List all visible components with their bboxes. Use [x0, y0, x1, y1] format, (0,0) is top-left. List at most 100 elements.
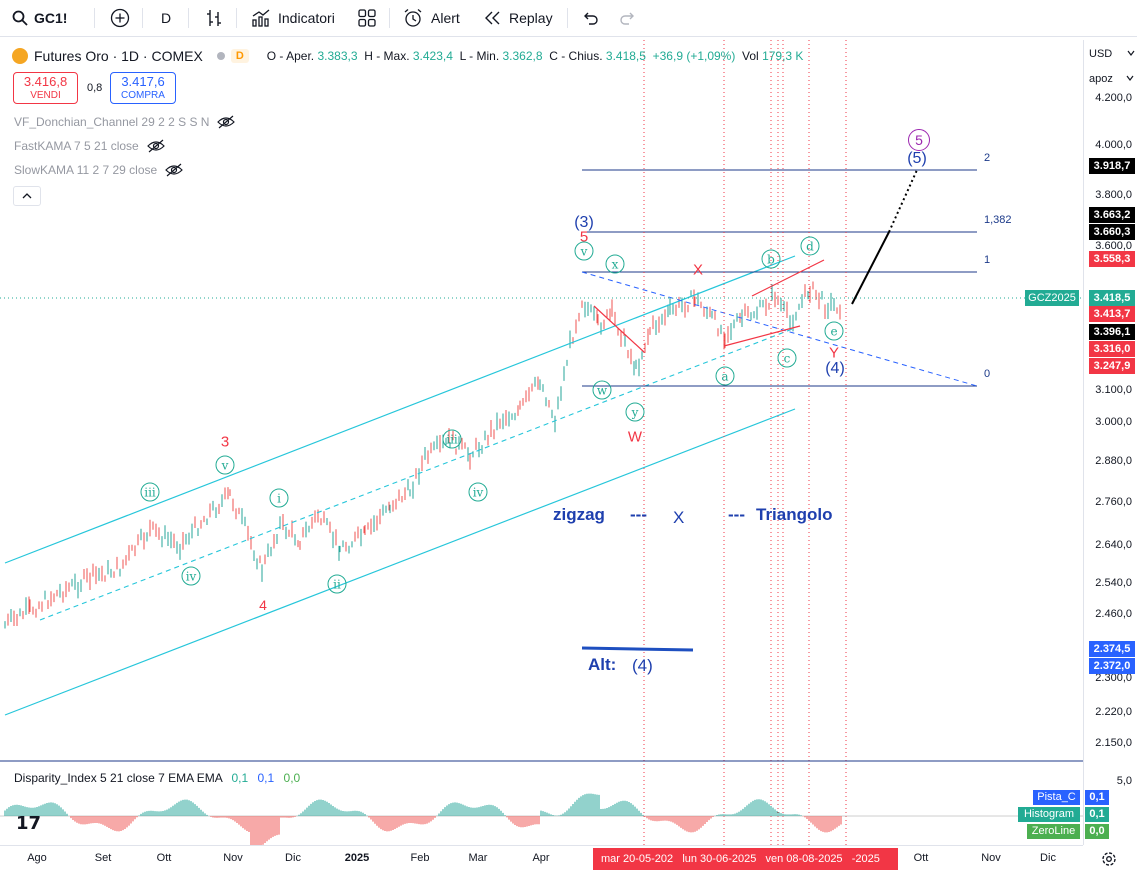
- projection-dotted-line: [888, 169, 918, 233]
- indicator-row[interactable]: SlowKAMA 11 2 7 29 close: [14, 163, 184, 177]
- oscillator-histogram: [4, 793, 842, 845]
- wave-label-green: iii: [140, 482, 160, 502]
- chevron-up-icon: [22, 193, 32, 199]
- price-scale[interactable]: USD apoz 4.200,0 4.000,0 3.800,0 3.600,0…: [1083, 40, 1137, 845]
- interval-button[interactable]: D: [161, 10, 172, 26]
- chevron-down-icon: [1126, 75, 1134, 81]
- wave-label-green: iv: [468, 482, 488, 502]
- indicator-row[interactable]: VF_Donchian_Channel 29 2 2 S S N: [14, 115, 236, 129]
- price-label: 2.374,5: [1089, 641, 1135, 657]
- symbol-tag: GCZ2025: [1025, 290, 1079, 306]
- indicators-button[interactable]: Indicatori: [251, 0, 335, 36]
- oscillator-tag-value: 0,1: [1085, 790, 1109, 805]
- event-lines: [643, 40, 847, 845]
- annotation-x: X: [673, 508, 685, 527]
- indicator-row[interactable]: FastKAMA 7 5 21 close: [14, 139, 165, 153]
- time-label: Nov: [223, 852, 243, 864]
- fib-label: 2: [984, 152, 991, 164]
- fib-diagonal-dashed: [581, 271, 978, 387]
- time-label: Dic: [1040, 852, 1056, 864]
- oscillator-tag: ZeroLine: [1027, 824, 1080, 839]
- wave-label-red: 5: [579, 228, 589, 246]
- delayed-badge: D: [230, 49, 249, 63]
- currency-selector[interactable]: USD: [1089, 48, 1136, 60]
- compare-button[interactable]: [110, 0, 130, 36]
- fib-label: 1,382: [984, 214, 1012, 226]
- wedge-red-line: [593, 305, 645, 353]
- alert-label: Alert: [431, 10, 460, 26]
- eye-hidden-icon[interactable]: [165, 163, 184, 177]
- market-status-dot: [216, 52, 225, 60]
- scale-mode-selector[interactable]: apoz: [1089, 73, 1135, 85]
- alarm-clock-icon: [404, 9, 422, 27]
- layouts-button[interactable]: [358, 0, 376, 36]
- buy-button[interactable]: 3.417,6 COMPRA: [110, 72, 176, 104]
- price-tick: 2.300,0: [1095, 672, 1132, 684]
- replay-button[interactable]: Replay: [484, 0, 553, 36]
- sell-button[interactable]: 3.416,8 VENDI: [13, 72, 78, 104]
- symbol-search-button[interactable]: GC1!: [12, 0, 67, 36]
- time-label: Ott: [913, 852, 929, 864]
- wave-label-green: x: [605, 254, 625, 274]
- oscillator-title: Disparity_Index 5 21 close 7 EMA EMA: [14, 771, 223, 785]
- time-axis[interactable]: Ago Set Ott Nov Dic 2025 Feb Mar Apr mar…: [0, 845, 1083, 878]
- undo-icon: [584, 12, 598, 25]
- price-tick: 2.880,0: [1095, 455, 1132, 467]
- undo-button[interactable]: [581, 0, 599, 36]
- legend-title[interactable]: Futures Oro · 1D · COMEX: [34, 48, 203, 64]
- projection-line: [851, 231, 890, 305]
- wave-label-green: w: [592, 380, 612, 400]
- time-label: Ott: [156, 852, 172, 864]
- wave-label-green: i: [269, 488, 289, 508]
- wave-label-green: c: [777, 348, 797, 368]
- eye-hidden-icon[interactable]: [146, 139, 165, 153]
- wave-label-red: 3: [220, 433, 230, 451]
- price-label: 3.558,3: [1089, 251, 1135, 267]
- chevron-down-icon: [1127, 50, 1135, 56]
- oscillator-value: 0,1: [231, 771, 249, 785]
- annotation-dash: ---: [630, 505, 647, 524]
- oscillator-value: 0,0: [283, 771, 301, 785]
- wave-label-green: v: [215, 455, 235, 475]
- grid-icon: [358, 9, 376, 27]
- time-label: Feb: [410, 852, 430, 864]
- settings-button[interactable]: [1100, 850, 1118, 873]
- divider: [236, 8, 237, 28]
- triangle-lower-line: [723, 325, 801, 347]
- gear-icon: [1102, 852, 1116, 866]
- rewind-icon: [485, 11, 500, 25]
- wave-label-green: b: [761, 249, 781, 269]
- wave-label-green: ii: [327, 574, 347, 594]
- redo-button[interactable]: [619, 0, 637, 36]
- price-label: 3.660,3: [1089, 224, 1135, 240]
- price-tick: 3.000,0: [1095, 416, 1132, 428]
- oscillator-tag: Pista_C: [1033, 790, 1080, 805]
- channel-upper-line: [4, 255, 796, 564]
- eye-hidden-icon[interactable]: [217, 115, 236, 129]
- oscillator-legend[interactable]: Disparity_Index 5 21 close 7 EMA EMA 0,1…: [14, 771, 300, 785]
- wave-label-green: a: [715, 366, 735, 386]
- channel-lower-line: [4, 408, 796, 716]
- chart-type-button[interactable]: [205, 0, 223, 36]
- time-label: Mar: [468, 852, 488, 864]
- oscillator-tag-value: 0,1: [1085, 807, 1109, 822]
- price-label: 3.316,0: [1089, 341, 1135, 357]
- wave-label-red: Y: [828, 344, 840, 362]
- divider: [142, 8, 143, 28]
- ohlc-readout: O - Aper. 3.383,3 H - Max. 3.423,4 L - M…: [266, 49, 804, 63]
- plus-circle-icon: [110, 8, 130, 28]
- gold-icon: [12, 48, 28, 64]
- annotation-dash: ---: [728, 505, 745, 524]
- price-label: 3.413,7: [1089, 306, 1135, 322]
- collapse-indicators-button[interactable]: [13, 186, 41, 206]
- price-tick: 2.640,0: [1095, 539, 1132, 551]
- price-chart[interactable]: 17: [0, 40, 1083, 845]
- annotation-zigzag: zigzag: [553, 505, 605, 524]
- alert-button[interactable]: Alert: [403, 0, 460, 36]
- replay-label: Replay: [509, 10, 553, 26]
- wave-label-red: 4: [259, 597, 267, 613]
- wave-label-green: v: [574, 241, 594, 261]
- divider: [389, 8, 390, 28]
- price-label: 2.372,0: [1089, 658, 1135, 674]
- price-tick: 2.540,0: [1095, 577, 1132, 589]
